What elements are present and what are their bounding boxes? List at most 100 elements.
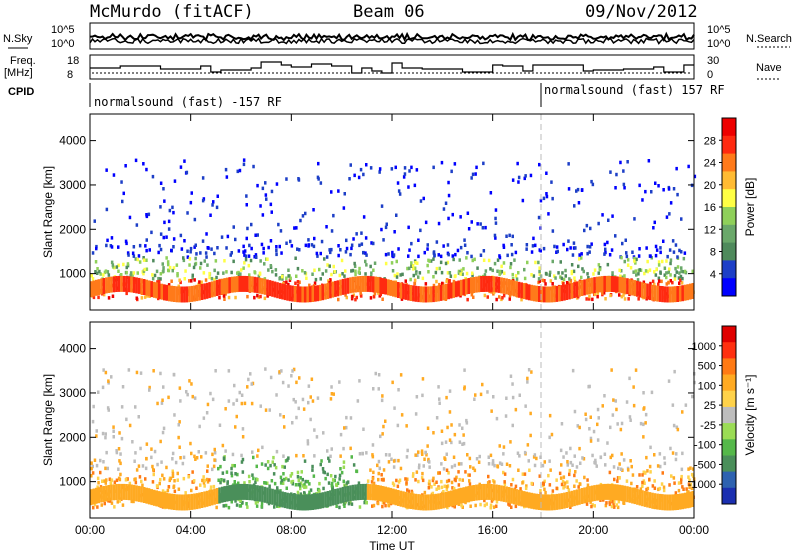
power-band-cell <box>178 286 181 303</box>
power-cell <box>626 258 630 262</box>
power-cell <box>419 199 423 203</box>
power-cell <box>666 254 669 259</box>
power-cell <box>345 238 348 243</box>
power-band-cell <box>117 275 121 292</box>
power-cell <box>610 248 614 252</box>
vel-cell <box>677 481 681 485</box>
vel-band-cell <box>447 491 450 508</box>
vel-cell <box>369 468 372 472</box>
vel-band-cell <box>120 483 123 500</box>
power-cell <box>646 259 649 264</box>
power-cell <box>432 165 435 170</box>
vel-band-cell <box>520 490 523 507</box>
vel-cell <box>178 420 181 424</box>
vel-cell <box>588 384 591 389</box>
power-cell <box>677 276 681 280</box>
power-band-cell <box>590 277 594 294</box>
vel-cell <box>128 423 132 428</box>
power-cell <box>396 181 400 185</box>
vel-band-cell <box>673 494 677 511</box>
power-cell <box>278 244 281 249</box>
vel-cell <box>529 433 532 438</box>
vel-cell <box>573 409 577 414</box>
vel-cell <box>160 401 164 405</box>
vel-cell <box>680 474 683 479</box>
vel-cell <box>481 382 484 387</box>
power-cell <box>511 272 514 277</box>
vel-cell <box>548 435 551 440</box>
vel-band-cell <box>258 485 262 502</box>
power-cell <box>263 296 267 301</box>
power-band-cell <box>419 286 423 303</box>
vel-cell <box>511 382 514 386</box>
power-cell <box>590 242 593 246</box>
power-cell <box>274 273 278 277</box>
power-cell <box>110 260 114 265</box>
vel-cell <box>690 486 694 491</box>
power-band-cell <box>610 276 614 292</box>
vel-band-cell <box>107 485 111 501</box>
vel-band-cell <box>293 493 297 510</box>
vel-cell <box>208 478 211 482</box>
power-cell <box>509 262 513 266</box>
vel-cell <box>331 487 334 491</box>
vel-cell <box>668 483 671 487</box>
vel-cell <box>166 488 170 493</box>
power-cell <box>323 257 326 261</box>
vel-cell <box>444 440 448 444</box>
vel-cell <box>133 459 136 463</box>
vel-cell <box>260 501 264 506</box>
vel-cell <box>239 498 242 503</box>
vel-cell <box>616 422 619 426</box>
vel-cell <box>390 457 393 461</box>
power-cell <box>624 238 627 242</box>
vel-band-cell <box>243 483 247 500</box>
vel-band-cell <box>251 484 254 501</box>
vel-cell <box>663 461 667 466</box>
vel-band-cell <box>311 494 315 510</box>
power-cell <box>210 276 214 281</box>
power-band-cell <box>434 285 438 302</box>
vel-cell <box>104 435 107 440</box>
vel-band-cell <box>651 492 654 509</box>
vel-cell <box>260 504 263 509</box>
power-cell <box>263 262 266 266</box>
vel-cell <box>431 491 435 496</box>
vel-cell <box>380 398 384 403</box>
power-cell <box>337 189 340 193</box>
vel-cell <box>645 455 648 460</box>
vel-cell <box>465 421 469 425</box>
vel-cell <box>91 471 95 475</box>
vel-cell <box>400 413 404 417</box>
beam-title: Beam 06 <box>353 2 425 22</box>
power-cell <box>296 283 300 288</box>
power-cell <box>372 241 375 246</box>
power-cell <box>459 272 462 276</box>
vel-cell <box>264 408 268 412</box>
power-band-cell <box>170 285 174 302</box>
power-cell <box>407 185 410 189</box>
power-cell <box>466 211 470 215</box>
vel-cell <box>126 477 129 481</box>
noise-tick-right-low: 10^0 <box>707 38 731 50</box>
power-cell <box>315 251 319 256</box>
vel-cell <box>685 487 688 491</box>
vel-cell <box>421 478 425 483</box>
vel-cell <box>245 502 248 506</box>
vel-colorbar-swatch <box>722 326 736 343</box>
vel-cell <box>596 438 600 442</box>
power-cell <box>150 230 153 235</box>
vel-colorbar-swatch <box>722 487 736 505</box>
vel-cell <box>440 462 443 466</box>
vel-cell <box>315 435 319 439</box>
vel-band-cell <box>560 493 564 510</box>
power-cell <box>259 204 262 208</box>
vel-band-cell <box>238 483 242 500</box>
vel-cell <box>311 399 315 403</box>
power-cell <box>445 279 448 283</box>
vel-band-cell <box>691 491 695 507</box>
vel-cell <box>105 478 108 482</box>
vel-band-cell <box>205 490 209 507</box>
power-cell <box>253 270 256 274</box>
vel-cell <box>211 397 215 402</box>
